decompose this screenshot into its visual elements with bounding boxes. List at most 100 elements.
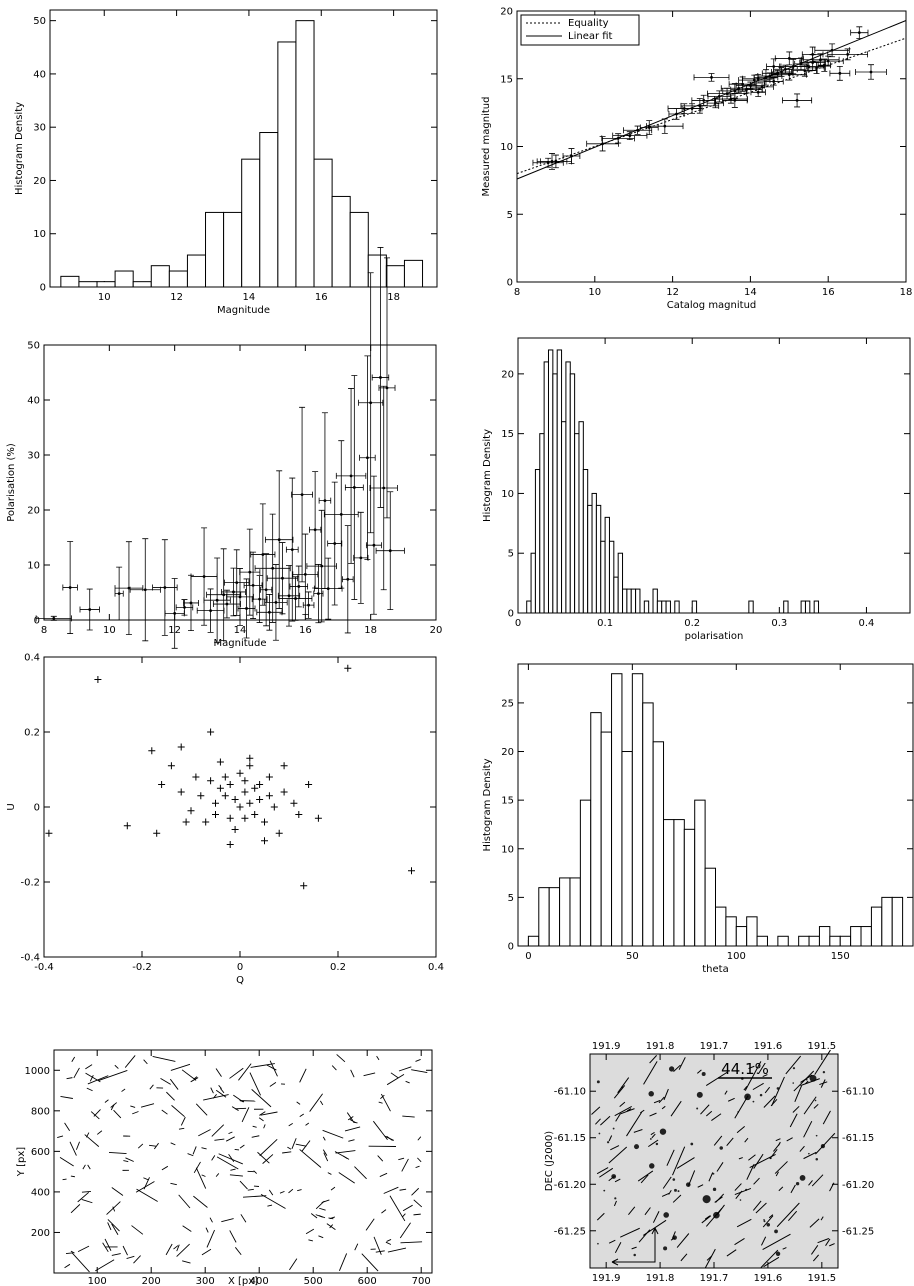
polarisation-vector: [617, 1077, 630, 1094]
polarisation-vector: [106, 1201, 121, 1215]
polarisation-vector: [123, 1160, 129, 1163]
polarisation-vector: [376, 1055, 380, 1061]
polarisation-vector: [291, 1138, 297, 1149]
star: [677, 1190, 680, 1193]
polarisation-vector: [716, 1162, 724, 1172]
polarisation-vector: [136, 1188, 158, 1202]
star: [763, 1220, 766, 1223]
polarisation-vector: [648, 1139, 659, 1148]
polarisation-vector: [193, 1161, 201, 1174]
data-point-marker: [251, 583, 255, 587]
polarisation-vector: [811, 1245, 819, 1255]
x-tick-label: 300: [196, 1276, 215, 1286]
histogram-bar: [259, 132, 279, 288]
polarisation-vector: [615, 1113, 621, 1122]
histogram-bar: [891, 896, 904, 947]
star: [668, 1066, 675, 1072]
data-point: [290, 799, 298, 807]
histogram-bar: [569, 877, 581, 947]
data-point: [300, 882, 308, 890]
data-point-marker: [222, 593, 226, 597]
polarisation-vector: [319, 1100, 324, 1106]
polarisation-vector: [143, 1177, 149, 1181]
data-point-marker: [570, 154, 573, 158]
polarisation-vector: [322, 1136, 326, 1141]
polarisation-vector: [613, 1200, 617, 1207]
polarisation-vector: [198, 1129, 211, 1137]
polarisation-vector: [203, 1094, 229, 1101]
polarisation-vector: [746, 1164, 755, 1180]
y-axis-label: Histogram Density: [14, 102, 25, 195]
y-tick-label: 0.2: [24, 728, 40, 739]
y-tick-label: 10: [33, 229, 46, 240]
polarisation-vector: [378, 1101, 383, 1104]
y-tick-label: 5: [508, 893, 514, 904]
polarisation-vector: [218, 1085, 222, 1089]
catalog-scatter-panel: 8 10 12 14 16 18 0 5 10 15 20 Catalog magnitud Measu…: [481, 7, 912, 312]
polarisation-vector: [225, 1136, 235, 1142]
polarisation-vector: [266, 1064, 277, 1071]
x-tick-label: 18: [364, 625, 377, 636]
y-tick-label: 15: [501, 429, 514, 440]
histogram-bar: [798, 935, 810, 947]
polarisation-vector: [331, 1065, 337, 1071]
histogram-bar: [543, 361, 549, 614]
polarisation-vector: [309, 1093, 323, 1112]
histogram-bar: [674, 600, 680, 614]
polarisation-vector: [614, 1106, 632, 1117]
data-point-marker: [838, 71, 842, 75]
data-point-marker: [760, 85, 764, 89]
data-point: [261, 818, 268, 826]
histogram-bar: [548, 887, 561, 947]
polarisation-vector: [752, 1082, 764, 1091]
polarisation-vector: [93, 1109, 101, 1117]
data-point-marker: [388, 549, 392, 553]
polarisation-vector: [69, 1141, 77, 1156]
data-point: [256, 781, 264, 788]
y-axis-label: U: [6, 803, 17, 810]
polarisation-vector: [215, 1173, 220, 1177]
polarisation-vector: [310, 1213, 318, 1219]
star: [696, 1091, 703, 1098]
data-point-marker: [268, 610, 271, 614]
polarisation-vector: [180, 1116, 186, 1126]
data-point-marker: [261, 553, 265, 556]
y-tick-label: -61.25: [554, 1226, 586, 1237]
data-point-marker: [248, 570, 252, 574]
polarisation-vector: [697, 1184, 704, 1188]
polarisation-vector: [734, 1237, 745, 1246]
x-tick-label: -0.4: [34, 962, 54, 973]
polarisation-vector: [354, 1243, 359, 1251]
histogram-bar: [591, 492, 597, 614]
polarisation-vector: [178, 1127, 185, 1130]
polarisation-vector: [160, 1077, 171, 1085]
histogram-bar: [725, 916, 737, 947]
polarisation-vector: [803, 1096, 817, 1115]
star: [712, 1187, 717, 1192]
histogram-bar: [635, 588, 641, 614]
polarisation-vector: [401, 1213, 406, 1218]
data-point-marker: [382, 486, 386, 490]
polarisation-vector: [643, 1061, 658, 1085]
data-point-marker: [546, 161, 550, 165]
polarisation-vector: [628, 1206, 636, 1216]
data-point-marker: [320, 564, 324, 568]
polarisation-vector: [305, 1122, 310, 1126]
polarisation-vector: [111, 1223, 119, 1236]
polarisation-vector: [760, 1249, 779, 1268]
data-point-marker: [811, 52, 815, 56]
polarisation-vector: [82, 1164, 86, 1170]
x-tick-label: 10: [98, 292, 111, 303]
histogram-bar: [78, 281, 98, 288]
polarisation-vector: [346, 1112, 354, 1121]
data-point-marker: [290, 548, 294, 551]
polarisation-vector: [299, 1149, 322, 1168]
polarisation-vector: [775, 1171, 779, 1177]
data-point: [265, 773, 273, 781]
data-point: [251, 811, 259, 818]
y-tick-label: 0.4: [24, 653, 40, 664]
data-point-marker: [326, 587, 330, 591]
data-point-marker: [764, 75, 768, 79]
polarisation-vector: [386, 1074, 405, 1086]
polarisation-vector: [104, 1099, 109, 1103]
